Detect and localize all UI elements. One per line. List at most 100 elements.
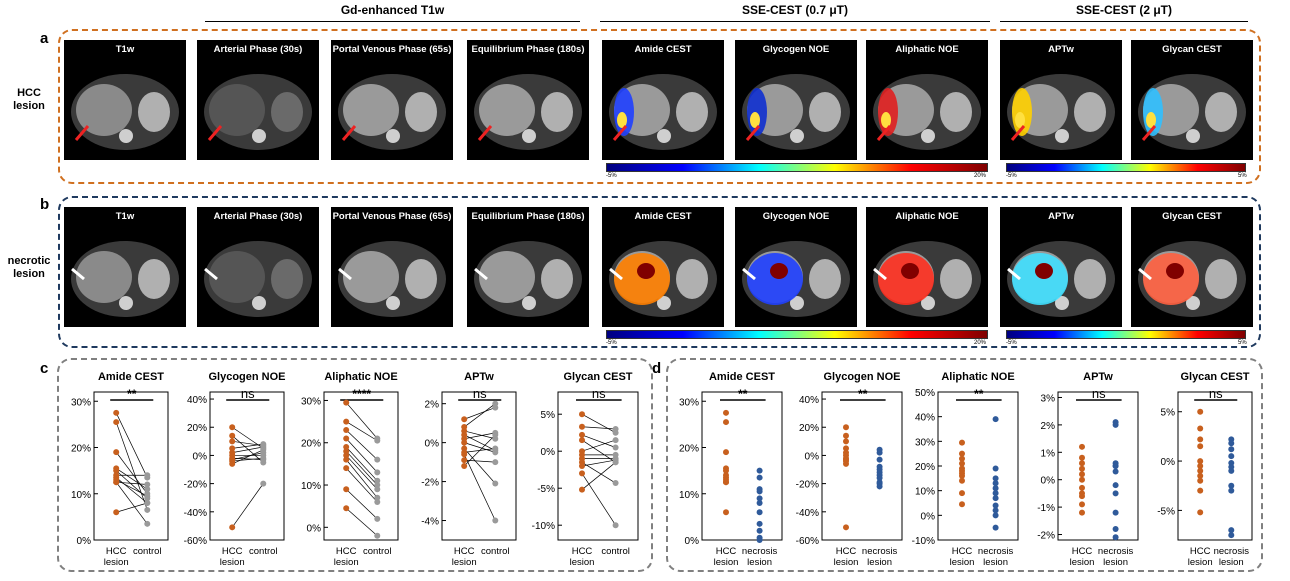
data-point-hcc xyxy=(1079,443,1085,450)
data-point-hcc xyxy=(1079,484,1085,491)
data-point-hcc xyxy=(723,467,729,474)
y-tick-label: 0% xyxy=(921,511,936,522)
plot-axes-frame xyxy=(937,391,1019,541)
data-point-hcc xyxy=(1079,460,1085,467)
colorbar-sse2-a-min: -5% xyxy=(1006,173,1017,179)
paired-line xyxy=(345,489,378,520)
paired-line xyxy=(463,434,496,467)
data-point-hcc xyxy=(579,423,585,430)
x-tick-label: HCC xyxy=(336,546,357,557)
mri-image-a-6: Glycogen NOE xyxy=(735,40,857,160)
y-tick-label: 0% xyxy=(77,536,92,547)
y-tick-label: 0% xyxy=(541,447,556,458)
y-tick-label: 20% xyxy=(187,423,207,434)
paired-line xyxy=(581,462,616,490)
plot-axes-frame xyxy=(209,391,285,541)
data-point-hcc xyxy=(1197,425,1204,432)
significance-label: ns xyxy=(241,386,255,401)
data-point-necrosis xyxy=(992,416,999,423)
data-point-control xyxy=(374,498,381,505)
data-point-necrosis xyxy=(756,509,763,516)
x-tick-label: necrosis xyxy=(862,546,898,557)
spleen-region xyxy=(1074,259,1106,299)
data-point-necrosis xyxy=(756,527,763,534)
data-point-necrosis xyxy=(1228,453,1235,460)
significance-label: ** xyxy=(858,387,868,401)
paired-line xyxy=(581,439,616,452)
y-tick-label: 40% xyxy=(799,395,819,406)
cest-map-hotspot xyxy=(901,263,919,279)
panel-c-box xyxy=(57,358,653,572)
y-tick-label: -20% xyxy=(184,480,207,491)
data-point-hcc xyxy=(959,455,965,462)
data-point-necrosis xyxy=(756,488,763,495)
plot-svg: APTw-2%-1%0%1%2%3%HCClesionnecrosislesio… xyxy=(1037,371,1139,568)
data-point-hcc xyxy=(723,409,729,416)
cest-map-hotspot xyxy=(1035,263,1053,279)
plot-svg: Aliphatic NOE-10%0%10%20%30%40%50%HCCles… xyxy=(912,371,1019,568)
data-point-necrosis xyxy=(1228,440,1235,447)
lesion-arrow-icon xyxy=(74,125,90,141)
paired-line xyxy=(345,508,378,537)
cest-map-hotspot xyxy=(1146,112,1156,128)
paired-line xyxy=(116,468,148,490)
image-title: Amide CEST xyxy=(634,44,692,55)
y-tick-label: 0% xyxy=(193,451,208,462)
x-tick-label: lesion xyxy=(983,557,1008,566)
x-tick-label: lesion xyxy=(452,557,477,566)
data-point-hcc xyxy=(579,463,585,469)
x-tick-label: lesion xyxy=(1188,557,1213,566)
paired-line xyxy=(464,407,496,420)
plot-title: Glycogen NOE xyxy=(208,371,285,383)
data-point-necrosis xyxy=(992,480,999,487)
colorbar-sse2-a xyxy=(1006,163,1246,172)
plot-axes-frame xyxy=(441,391,517,541)
data-point-hcc xyxy=(343,456,350,463)
mri-image-a-8: APTw xyxy=(1000,40,1122,160)
paired-line xyxy=(232,443,264,449)
spine-region xyxy=(921,129,935,143)
data-point-necrosis xyxy=(876,456,883,463)
plot-axes-frame xyxy=(701,391,783,541)
colorbar-sse07-a-min: -5% xyxy=(606,173,617,179)
paired-line xyxy=(115,421,148,511)
data-point-hcc xyxy=(113,467,120,474)
y-tick-label: 0% xyxy=(1041,476,1056,487)
data-point-control xyxy=(260,480,267,487)
row-label-necrotic-line1: necrotic xyxy=(7,255,51,267)
y-tick-label: 2% xyxy=(425,400,440,411)
data-point-control xyxy=(144,520,151,527)
mri-image-a-7: Aliphatic NOE xyxy=(866,40,988,160)
cest-map-hotspot xyxy=(1166,263,1184,279)
data-point-hcc xyxy=(959,477,965,484)
plot-axes-frame xyxy=(821,391,903,541)
x-tick-label: lesion xyxy=(220,557,245,566)
image-title: Glycan CEST xyxy=(1162,44,1222,55)
data-point-necrosis xyxy=(876,474,883,481)
x-tick-label: lesion xyxy=(747,557,772,566)
plot-title: Amide CEST xyxy=(98,371,164,383)
data-point-control xyxy=(374,486,381,493)
data-point-hcc xyxy=(959,490,965,497)
plot-title: APTw xyxy=(1083,371,1113,383)
spleen-region xyxy=(138,92,170,132)
y-tick-label: 0% xyxy=(1161,457,1176,468)
colorbar-sse2-b-max: 5% xyxy=(1238,340,1247,346)
data-point-hcc xyxy=(959,439,965,446)
paired-line xyxy=(232,446,264,453)
header-sse-07-line xyxy=(600,21,990,22)
data-point-control xyxy=(144,486,151,493)
data-point-hcc xyxy=(579,431,585,438)
x-tick-label: HCC xyxy=(1190,546,1211,557)
spleen-region xyxy=(676,259,708,299)
spine-region xyxy=(386,296,400,310)
paired-line xyxy=(346,421,378,441)
data-point-hcc xyxy=(343,452,350,459)
y-tick-label: -60% xyxy=(796,536,819,547)
spleen-region xyxy=(809,92,841,132)
spleen-region xyxy=(809,259,841,299)
x-tick-label: control xyxy=(481,546,510,557)
data-point-control xyxy=(374,477,381,484)
plot-d-2: Glycogen NOE -60% -40% -20% 0% 20% 40% HCC lesio… xyxy=(790,366,908,568)
liver-region xyxy=(479,84,535,136)
